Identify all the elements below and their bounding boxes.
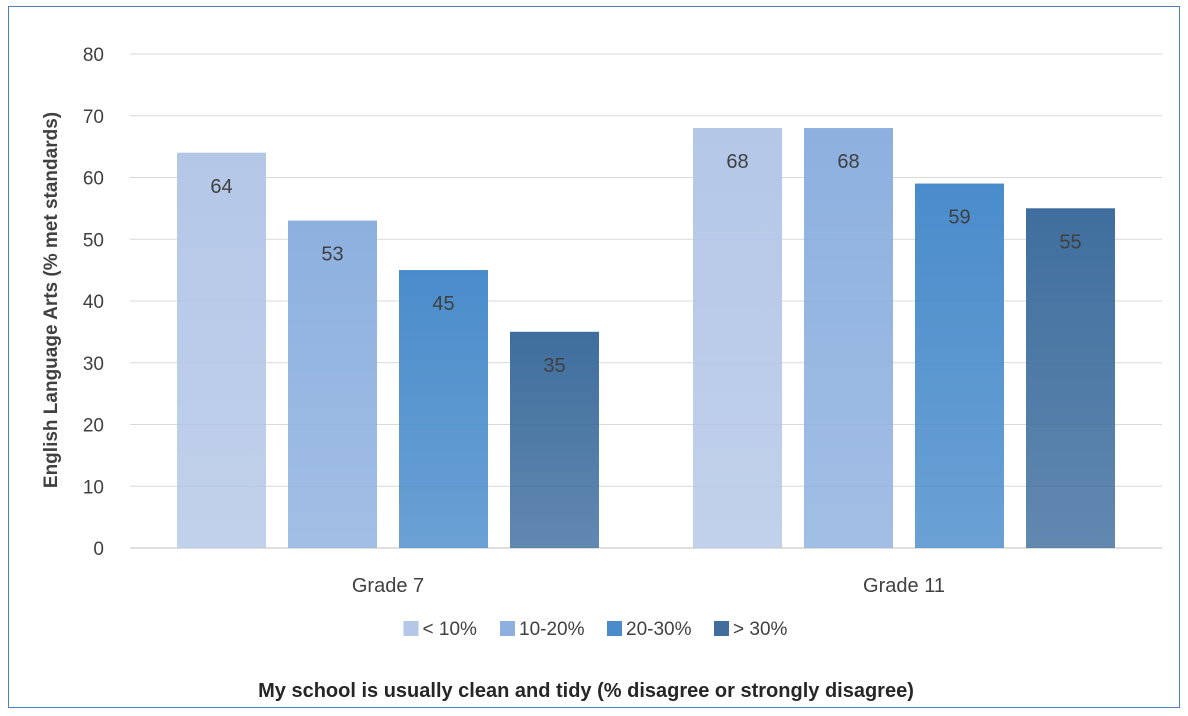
x-category-label: Grade 7: [352, 575, 424, 597]
x-category-label: Grade 11: [863, 575, 945, 597]
y-tick-label: 40: [83, 292, 104, 313]
legend-label: < 10%: [423, 619, 478, 640]
y-axis-label: English Language Arts (% met standards): [41, 112, 62, 488]
bar-top-edge: [1026, 208, 1115, 211]
y-tick-label: 60: [83, 169, 104, 190]
y-tick-label: 80: [83, 45, 104, 66]
bars: [177, 128, 1115, 549]
y-tick-label: 50: [83, 230, 104, 251]
legend: < 10% 10-20% 20-30% > 30%: [403, 619, 788, 640]
bar-value-label: 59: [948, 207, 970, 229]
bar-top-edge: [399, 270, 488, 273]
bar: [915, 183, 1004, 549]
bar: [510, 331, 599, 548]
bar-value-label: 55: [1059, 231, 1081, 253]
x-axis-label: My school is usually clean and tidy (% d…: [258, 680, 914, 702]
bar-top-edge: [804, 128, 893, 131]
bar: [177, 152, 266, 549]
bar: [1026, 208, 1115, 548]
legend-swatch: [607, 621, 622, 636]
legend-label: > 30%: [733, 619, 788, 640]
bar-value-label: 45: [432, 293, 454, 315]
y-tick-label: 70: [83, 107, 104, 128]
y-tick-label: 30: [83, 354, 104, 375]
bar-top-edge: [288, 220, 377, 223]
legend-label: 20-30%: [626, 619, 692, 640]
y-tick-label: 0: [93, 539, 104, 560]
legend-swatch: [500, 621, 515, 636]
gridlines: [130, 53, 1162, 549]
bar: [693, 128, 782, 548]
bar: [399, 270, 488, 548]
category-labels: Grade 7 Grade 11: [352, 575, 945, 597]
bar: [288, 220, 377, 548]
bar-top-edge: [177, 152, 266, 155]
bar-value-label: 35: [543, 355, 565, 377]
bar-value-label: 53: [321, 244, 343, 266]
legend-label: 10-20%: [519, 619, 585, 640]
y-tick-label: 10: [83, 477, 104, 498]
y-axis-ticks: 0 10 20 30 40 50 60 70 80: [83, 45, 104, 560]
y-tick-label: 20: [83, 416, 104, 437]
legend-swatch: [714, 621, 729, 636]
data-labels: 64 53 45 35 68 68 59 55: [210, 151, 1081, 377]
bar-value-label: 68: [726, 151, 748, 173]
bar-top-edge: [915, 183, 1004, 186]
bar: [804, 128, 893, 548]
legend-swatch: [403, 621, 419, 636]
bar-top-edge: [693, 128, 782, 131]
bar-value-label: 64: [210, 176, 232, 198]
bar-top-edge: [510, 331, 599, 334]
bar-value-label: 68: [837, 151, 859, 173]
